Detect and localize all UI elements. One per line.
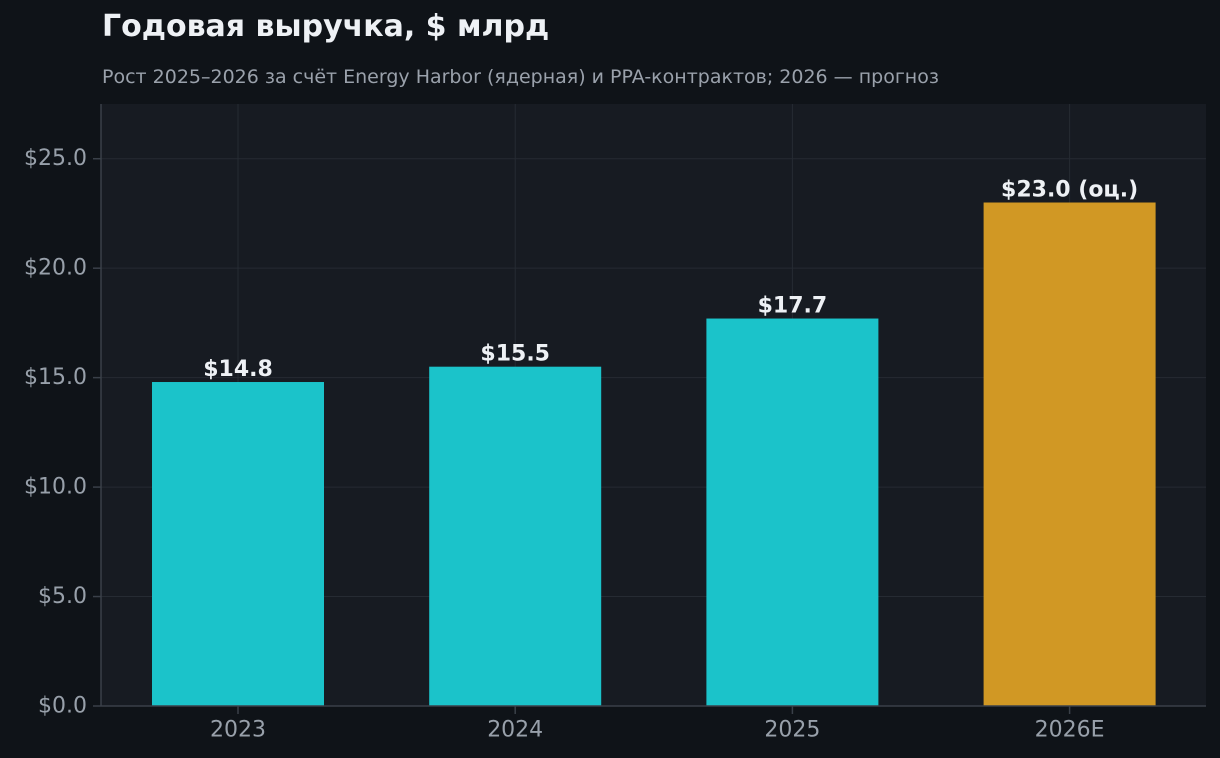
- bar-2023: [152, 382, 324, 706]
- y-tick-label: $15.0: [24, 365, 87, 390]
- y-tick-label: $20.0: [24, 256, 87, 281]
- x-tick-label: 2024: [487, 718, 543, 743]
- chart-title: Годовая выручка, $ млрд: [102, 9, 550, 44]
- bar-value-label: $14.8: [203, 357, 273, 382]
- labels: $0.0 $5.0 $10.0 $15.0 $20.0 $25.0 $14.8 2023 $15…: [24, 146, 1138, 742]
- bar-2025: [706, 318, 879, 706]
- bar-value-label: $17.7: [758, 294, 828, 319]
- x-tick-label: 2026E: [1035, 718, 1105, 743]
- chart-subtitle: Рост 2025–2026 за счёт Energy Harbor (яд…: [102, 66, 939, 88]
- y-tick-label: $10.0: [24, 475, 87, 500]
- x-tick-label: 2023: [210, 718, 266, 743]
- bar-2024: [429, 366, 602, 706]
- bar-2026E: [983, 202, 1156, 706]
- bar-value-label: $23.0 (оц.): [1001, 178, 1138, 203]
- axes: [93, 104, 1206, 714]
- y-tick-label: $25.0: [24, 146, 87, 171]
- y-tick-label: $5.0: [38, 584, 87, 609]
- x-tick-label: 2025: [764, 718, 820, 743]
- bar-value-label: $15.5: [480, 342, 550, 367]
- bars: [152, 202, 1156, 706]
- y-tick-label: $0.0: [38, 694, 87, 719]
